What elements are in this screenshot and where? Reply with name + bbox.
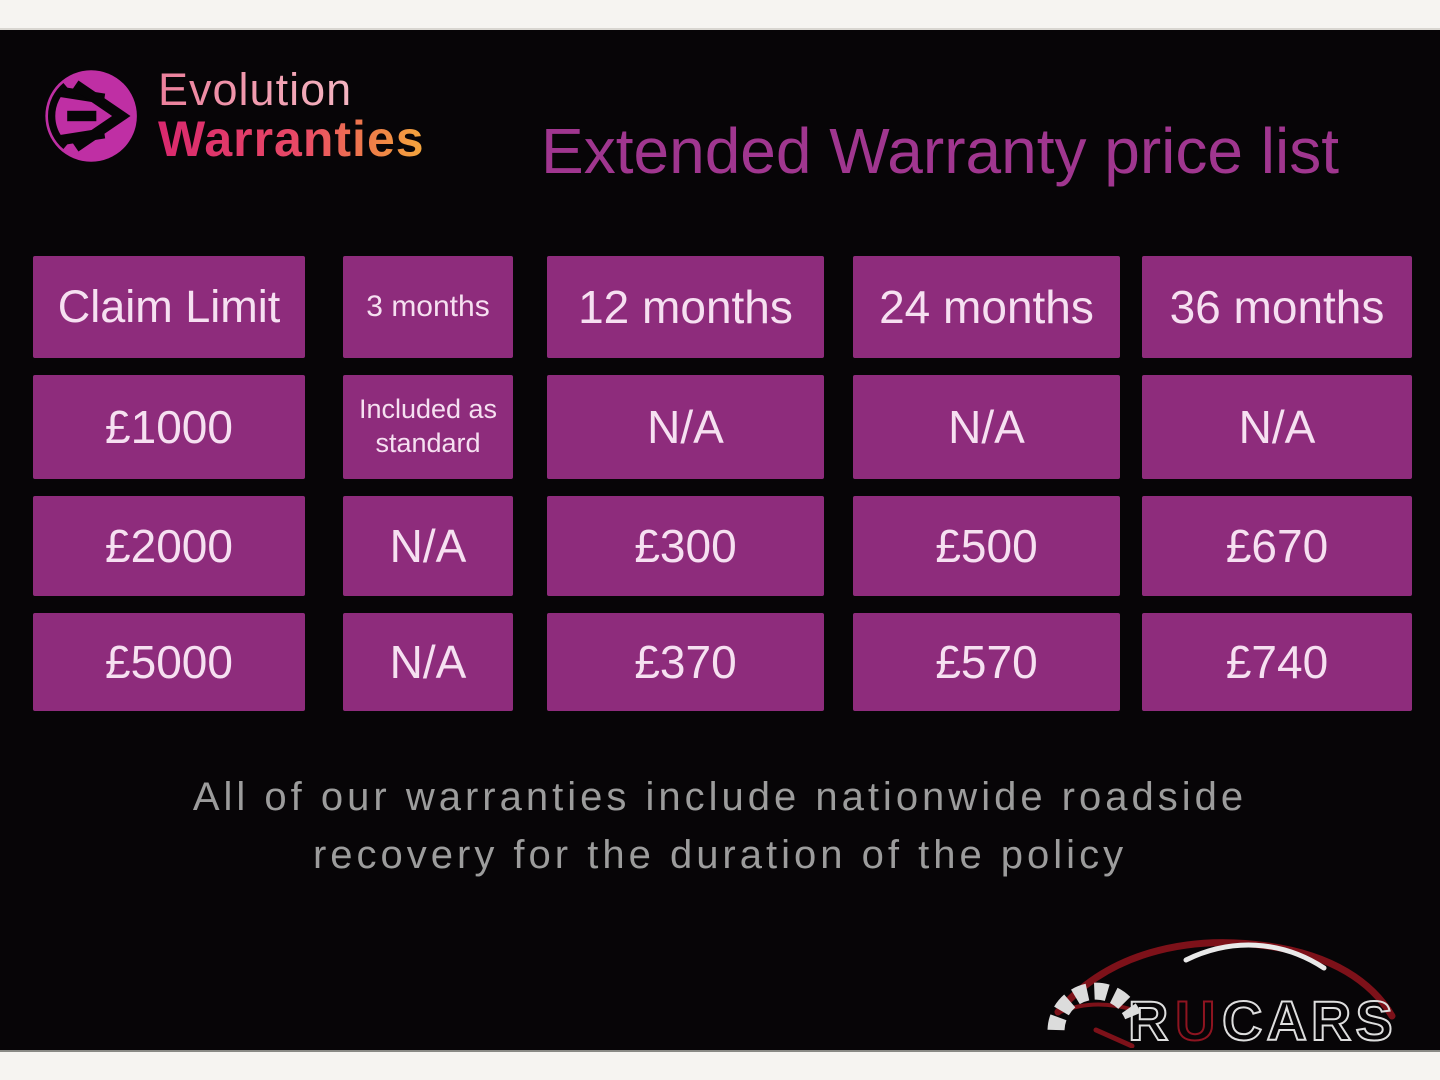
roadside-recovery-note: All of our warranties include nationwide… (0, 768, 1440, 884)
table-header-36-months: 36 months (1142, 256, 1412, 358)
rucars-car-logo: R U CARS (1047, 939, 1397, 1053)
note-line-1: All of our warranties include nationwide… (192, 775, 1248, 819)
evolution-warranties-logo-icon (45, 70, 137, 162)
top-border-strip (0, 0, 1440, 30)
price-cell-1000-3m: Included as standard (343, 375, 513, 479)
claim-limit-2000-cell: £2000 (33, 496, 305, 596)
price-cell-2000-24m: £500 (853, 496, 1120, 596)
price-cell-5000-36m: £740 (1142, 613, 1412, 711)
brand-name-line2: Warranties (158, 111, 425, 168)
table-header-24-months: 24 months (853, 256, 1120, 358)
dealer-letters-cars: CARS (1222, 989, 1397, 1048)
warranty-price-table: Claim Limit 3 months 12 months 24 months… (33, 256, 1412, 711)
claim-limit-5000-cell: £5000 (33, 613, 305, 711)
price-cell-2000-3m: N/A (343, 496, 513, 596)
dealer-logo: R U CARS (1036, 920, 1404, 1053)
price-cell-1000-12m: N/A (547, 375, 824, 479)
table-header-claim-limit: Claim Limit (33, 256, 305, 358)
page-title: Extended Warranty price list (541, 115, 1339, 187)
claim-limit-1000-cell: £1000 (33, 375, 305, 479)
dealer-letter-u: U (1175, 989, 1215, 1048)
price-cell-1000-24m: N/A (853, 375, 1120, 479)
brand-name-line1: Evolution (158, 66, 425, 113)
dealer-letter-r: R (1128, 989, 1168, 1048)
table-header-12-months: 12 months (547, 256, 824, 358)
price-cell-5000-24m: £570 (853, 613, 1120, 711)
price-cell-2000-12m: £300 (547, 496, 824, 596)
price-cell-1000-36m: N/A (1142, 375, 1412, 479)
price-cell-5000-12m: £370 (547, 613, 824, 711)
bottom-border-strip (0, 1050, 1440, 1080)
price-cell-5000-3m: N/A (343, 613, 513, 711)
note-line-2: recovery for the duration of the policy (312, 833, 1128, 877)
brand-name: Evolution Warranties (158, 66, 425, 168)
price-cell-2000-36m: £670 (1142, 496, 1412, 596)
table-header-3-months: 3 months (343, 256, 513, 358)
brand-header: Evolution Warranties (36, 64, 425, 168)
